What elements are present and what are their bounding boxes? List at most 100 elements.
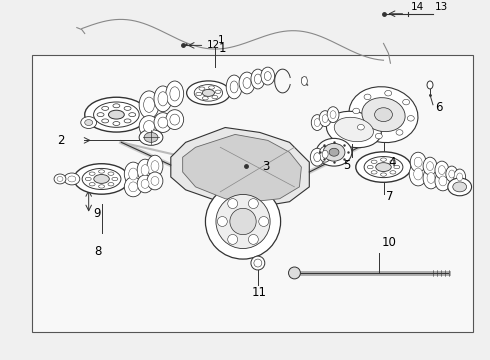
Ellipse shape <box>112 177 118 181</box>
Ellipse shape <box>124 177 142 197</box>
Ellipse shape <box>230 81 238 93</box>
Ellipse shape <box>251 69 265 89</box>
Ellipse shape <box>137 175 153 193</box>
Ellipse shape <box>102 119 109 123</box>
Ellipse shape <box>427 172 435 183</box>
Ellipse shape <box>375 133 382 139</box>
Ellipse shape <box>85 120 93 126</box>
Ellipse shape <box>385 90 392 96</box>
Ellipse shape <box>371 171 377 174</box>
Ellipse shape <box>457 173 463 181</box>
Text: 9: 9 <box>94 207 101 220</box>
Ellipse shape <box>54 174 66 184</box>
Ellipse shape <box>129 182 138 192</box>
Ellipse shape <box>409 162 427 186</box>
Ellipse shape <box>423 167 439 189</box>
Ellipse shape <box>154 113 172 132</box>
Ellipse shape <box>371 160 377 163</box>
Ellipse shape <box>144 132 158 142</box>
Ellipse shape <box>85 97 148 132</box>
Ellipse shape <box>194 85 222 101</box>
Ellipse shape <box>228 199 238 208</box>
Ellipse shape <box>367 165 373 169</box>
Ellipse shape <box>113 122 120 126</box>
Ellipse shape <box>154 86 172 112</box>
Ellipse shape <box>199 87 205 90</box>
Ellipse shape <box>129 113 136 117</box>
Ellipse shape <box>144 121 154 132</box>
Ellipse shape <box>289 267 300 279</box>
Text: 5: 5 <box>343 159 350 172</box>
Ellipse shape <box>330 111 336 118</box>
Ellipse shape <box>209 86 215 89</box>
Polygon shape <box>171 127 309 207</box>
Ellipse shape <box>89 183 95 186</box>
Ellipse shape <box>334 117 373 142</box>
Ellipse shape <box>254 259 262 267</box>
Ellipse shape <box>364 94 371 100</box>
Ellipse shape <box>439 166 445 175</box>
Ellipse shape <box>64 173 80 185</box>
Ellipse shape <box>147 172 163 190</box>
Ellipse shape <box>376 163 391 171</box>
Ellipse shape <box>248 234 258 244</box>
Ellipse shape <box>314 153 320 162</box>
Ellipse shape <box>449 170 455 178</box>
Ellipse shape <box>414 168 422 180</box>
Ellipse shape <box>139 116 159 138</box>
Ellipse shape <box>243 77 251 89</box>
Text: 1: 1 <box>218 35 225 45</box>
Ellipse shape <box>427 81 433 89</box>
Ellipse shape <box>301 77 307 85</box>
Ellipse shape <box>357 125 365 130</box>
Ellipse shape <box>158 92 168 106</box>
Text: 4: 4 <box>389 156 396 168</box>
Text: 8: 8 <box>95 245 102 258</box>
Ellipse shape <box>113 104 120 108</box>
Ellipse shape <box>216 194 270 248</box>
Ellipse shape <box>319 111 331 126</box>
Ellipse shape <box>151 161 159 171</box>
Ellipse shape <box>435 161 449 179</box>
Text: 3: 3 <box>262 159 269 172</box>
Ellipse shape <box>407 116 414 121</box>
Text: 13: 13 <box>435 2 448 12</box>
Ellipse shape <box>322 150 328 158</box>
Ellipse shape <box>435 171 451 191</box>
Ellipse shape <box>426 162 434 171</box>
Ellipse shape <box>374 108 392 122</box>
Ellipse shape <box>261 67 275 85</box>
Ellipse shape <box>390 171 396 174</box>
Bar <box>32 55 472 332</box>
Ellipse shape <box>251 256 265 270</box>
Ellipse shape <box>89 172 95 175</box>
Ellipse shape <box>94 102 139 127</box>
Ellipse shape <box>322 114 328 122</box>
Ellipse shape <box>390 160 396 163</box>
Ellipse shape <box>129 168 138 180</box>
Ellipse shape <box>226 75 242 99</box>
Ellipse shape <box>85 177 91 181</box>
Ellipse shape <box>108 172 114 175</box>
Ellipse shape <box>215 90 221 94</box>
Ellipse shape <box>98 185 104 188</box>
Ellipse shape <box>446 166 458 182</box>
Ellipse shape <box>439 176 447 186</box>
Ellipse shape <box>108 110 124 119</box>
Ellipse shape <box>166 81 184 107</box>
Ellipse shape <box>82 168 121 189</box>
Ellipse shape <box>453 182 466 192</box>
Ellipse shape <box>187 81 230 105</box>
Ellipse shape <box>97 113 104 117</box>
Ellipse shape <box>364 157 403 177</box>
Ellipse shape <box>94 175 109 183</box>
Ellipse shape <box>205 184 281 259</box>
Text: 10: 10 <box>382 236 396 249</box>
Ellipse shape <box>158 117 168 128</box>
Text: 7: 7 <box>387 190 394 203</box>
Ellipse shape <box>202 96 208 100</box>
Ellipse shape <box>151 176 159 185</box>
Text: 11: 11 <box>252 286 267 299</box>
Ellipse shape <box>319 146 331 162</box>
Ellipse shape <box>139 130 163 145</box>
